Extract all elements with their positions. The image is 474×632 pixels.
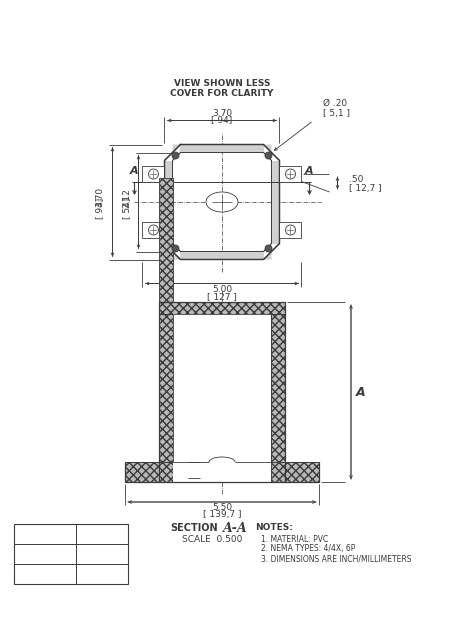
Circle shape — [265, 152, 272, 159]
Bar — [159, 314, 173, 462]
Text: A: A — [305, 166, 314, 176]
Circle shape — [172, 152, 179, 159]
Text: 3.70: 3.70 — [95, 187, 104, 207]
Bar — [173, 314, 271, 462]
Bar — [159, 178, 173, 326]
Text: [ 54]: [ 54] — [122, 197, 131, 219]
Text: A: A — [356, 386, 366, 399]
Bar — [159, 302, 285, 314]
Text: .15: .15 — [169, 463, 182, 471]
Circle shape — [285, 169, 295, 179]
Bar — [143, 222, 164, 238]
Text: [ 94]: [ 94] — [211, 115, 233, 124]
Bar — [271, 462, 285, 482]
Bar — [125, 462, 319, 482]
Text: (4X4X6): (4X4X6) — [32, 568, 57, 573]
Circle shape — [172, 245, 179, 252]
Bar — [271, 314, 285, 462]
Text: SECTION: SECTION — [170, 523, 218, 533]
Text: SIZE: SIZE — [36, 530, 55, 538]
Text: [ 139,7 ]: [ 139,7 ] — [203, 511, 241, 520]
Text: A-A: A-A — [223, 521, 248, 535]
Text: (152,4): (152,4) — [91, 568, 113, 573]
Polygon shape — [164, 243, 181, 260]
Text: A: A — [130, 166, 139, 176]
Text: 1. MATERIAL: PVC: 1. MATERIAL: PVC — [261, 535, 328, 544]
Circle shape — [148, 225, 158, 235]
Polygon shape — [164, 145, 181, 161]
Text: NOTES:: NOTES: — [255, 523, 293, 533]
Text: [ 94]: [ 94] — [95, 197, 104, 219]
Text: 5.00: 5.00 — [212, 285, 232, 294]
Bar — [173, 463, 271, 482]
Ellipse shape — [206, 192, 238, 212]
Bar — [159, 462, 173, 482]
Text: SCALE  0.500: SCALE 0.500 — [182, 535, 242, 545]
Text: 2. NEMA TYPES: 4/4X, 6P: 2. NEMA TYPES: 4/4X, 6P — [261, 545, 356, 554]
Text: 2.00: 2.00 — [95, 540, 109, 545]
Text: 3.70: 3.70 — [212, 109, 232, 118]
Text: 3. DIMENSIONS ARE INCH/MILLIMETERS: 3. DIMENSIONS ARE INCH/MILLIMETERS — [261, 554, 411, 564]
Text: 5.50: 5.50 — [212, 504, 232, 513]
Bar — [173, 462, 271, 482]
Bar — [280, 222, 301, 238]
Text: Ø .20
[ 5,1 ]: Ø .20 [ 5,1 ] — [323, 99, 350, 118]
Text: [ 127 ]: [ 127 ] — [207, 292, 237, 301]
Text: .50: .50 — [349, 176, 364, 185]
Bar — [14, 524, 128, 584]
Text: (50.8): (50.8) — [93, 547, 111, 552]
Text: 2.12: 2.12 — [122, 188, 131, 208]
Circle shape — [285, 225, 295, 235]
Text: A: A — [99, 530, 105, 538]
Polygon shape — [180, 252, 264, 260]
Circle shape — [148, 169, 158, 179]
Text: E3880VLR: E3880VLR — [29, 561, 61, 566]
Polygon shape — [264, 243, 280, 260]
Text: [ 3,8 ]: [ 3,8 ] — [164, 470, 189, 480]
Text: (4X4X2): (4X4X2) — [32, 547, 58, 552]
Bar — [280, 166, 301, 182]
Text: E3880VLJ: E3880VLJ — [30, 540, 60, 545]
Bar — [143, 166, 164, 182]
Text: 6.00: 6.00 — [95, 561, 109, 566]
Text: VIEW SHOWN LESS
COVER FOR CLARITY: VIEW SHOWN LESS COVER FOR CLARITY — [170, 79, 273, 98]
Polygon shape — [264, 145, 280, 161]
Polygon shape — [272, 161, 280, 243]
Text: [ 12,7 ]: [ 12,7 ] — [349, 183, 382, 193]
Polygon shape — [164, 161, 173, 243]
Polygon shape — [180, 145, 264, 152]
Circle shape — [265, 245, 272, 252]
